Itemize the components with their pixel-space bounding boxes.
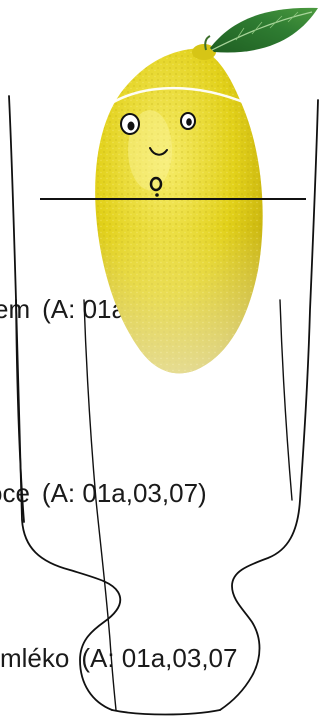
menu-item-3-name: mléko <box>0 643 70 673</box>
lemon <box>95 44 263 374</box>
glass-outline <box>8 95 319 716</box>
menu-item-3: mléko (A: 01a,03,07 <box>0 643 237 673</box>
leaf-icon <box>204 7 318 53</box>
eye-left-icon <box>120 113 140 135</box>
lemon-face <box>120 112 196 197</box>
menu-item-1-name: em <box>0 294 31 324</box>
menu-item-3-allergens: (A: 01a,03,07 <box>81 643 238 673</box>
menu-item-2: oce (A: 01a,03,07) <box>0 478 207 508</box>
glass-rim-highlight <box>109 86 249 106</box>
eye-right-icon <box>180 112 196 130</box>
mouth-icon <box>149 176 163 192</box>
smile-icon <box>149 147 168 156</box>
menu-item-2-allergens: (A: 01a,03,07) <box>41 478 207 508</box>
menu-item-2-name: oce <box>0 478 30 508</box>
